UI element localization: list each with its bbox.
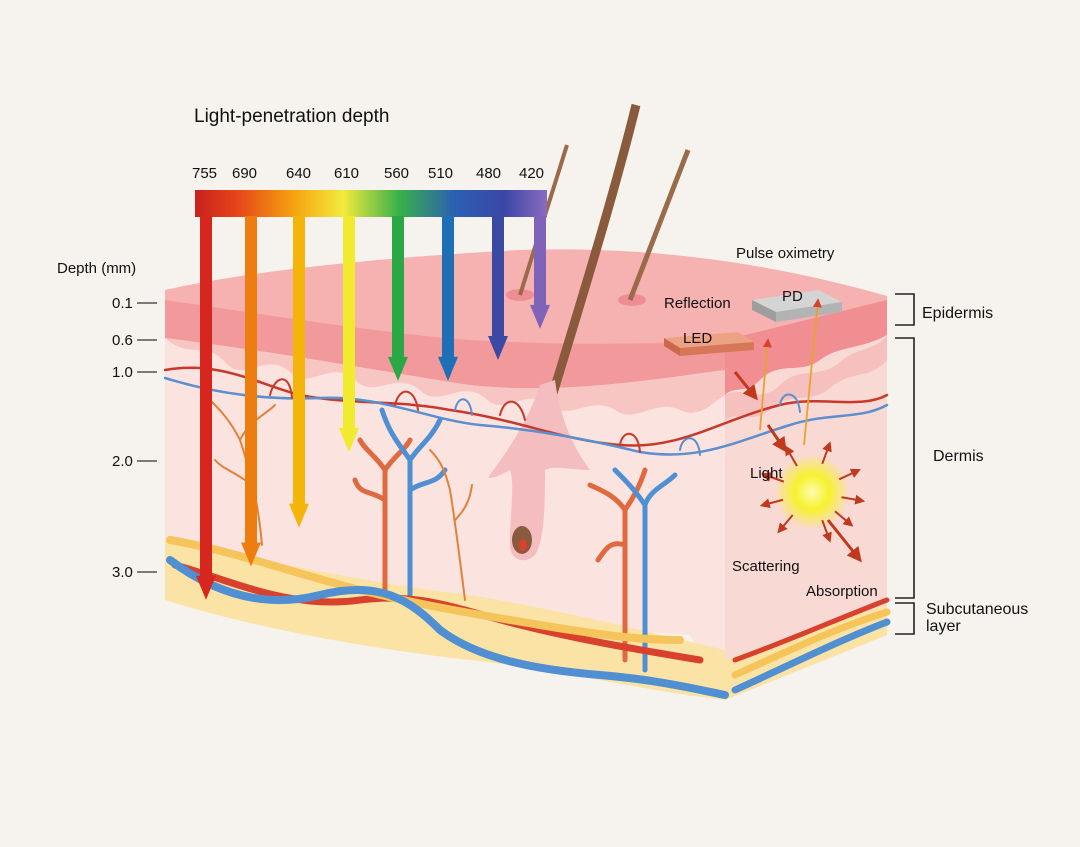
spectrum-bar: [195, 190, 547, 217]
reflected-ray: [803, 298, 822, 446]
penetration-arrowhead-690: [241, 542, 261, 567]
scatter-ray: [761, 472, 785, 483]
penetration-arrowhead-610: [339, 428, 359, 453]
scatter-rays: [759, 441, 866, 543]
scatter-ray: [759, 498, 784, 509]
deep-vein: [166, 556, 729, 699]
subcutaneous-label-2: layer: [926, 618, 961, 635]
scatter-ray: [841, 494, 866, 505]
subcutaneous-label: Subcutaneous: [926, 601, 1028, 618]
scatter-ray: [821, 441, 832, 465]
penetration-arrow-610: [343, 216, 355, 431]
subcutaneous-bracket: [895, 602, 915, 635]
penetration-arrow-690: [245, 216, 257, 545]
scatter-ray: [834, 510, 854, 527]
scattering-label: Scattering: [732, 558, 800, 575]
wavelength-label: 690: [232, 165, 257, 182]
depth-axis-title: Depth (mm): [57, 260, 136, 277]
wavelength-label: 420: [519, 165, 544, 182]
subcutaneous-front: [165, 540, 725, 700]
wavelength-label: 510: [428, 165, 453, 182]
penetration-arrowhead-755: [196, 575, 216, 600]
vein-branch: [612, 467, 678, 673]
dermis-bracket: [895, 337, 915, 599]
penetration-arrow-510: [442, 216, 454, 359]
penetration-arrows: [196, 216, 550, 600]
side-vessels: [731, 608, 891, 679]
penetration-arrowhead-510: [438, 356, 458, 381]
wavelength-label: 610: [334, 165, 359, 182]
artery-branch: [587, 467, 648, 663]
hair-follicle: [488, 380, 590, 561]
depth-tick-label: 0.1: [112, 295, 133, 312]
penetration-arrowhead-420: [530, 304, 550, 329]
penetration-arrow-420: [534, 216, 546, 307]
scatter-ray: [838, 468, 861, 481]
depth-tick-label: 0.6: [112, 332, 133, 349]
dermis-label: Dermis: [933, 448, 984, 465]
wavelength-label: 480: [476, 165, 501, 182]
absorption-label: Absorption: [806, 583, 878, 600]
epidermis-label: Epidermis: [922, 305, 993, 322]
led-light-path: [733, 371, 758, 401]
deep-nerve: [166, 536, 684, 644]
penetration-arrow-755: [200, 216, 212, 578]
scatter-ray: [784, 445, 798, 467]
absorption-arrow: [826, 519, 862, 563]
penetration-arrow-480: [492, 216, 504, 338]
scatter-ray: [777, 514, 794, 534]
blood-vessels: [163, 366, 891, 699]
epidermis-bracket: [895, 293, 915, 326]
scatter-ray: [821, 519, 832, 543]
penetration-arrow-560: [392, 216, 404, 359]
spectrum: [195, 190, 550, 600]
inbound-ray: [766, 424, 787, 453]
penetration-arrowhead-560: [388, 356, 408, 381]
pulse-oximetry: Pulse oximetry Reflection PD LED Light S…: [664, 245, 878, 600]
pd-label: PD: [782, 288, 803, 305]
wavelength-label: 755: [192, 165, 217, 182]
penetration-arrow-640: [293, 216, 305, 506]
pulse-oximetry-title: Pulse oximetry: [736, 245, 835, 262]
depth-tick-label: 2.0: [112, 453, 133, 470]
photodiode: PD: [752, 288, 842, 322]
scattering-center: [774, 454, 850, 530]
led-label: LED: [683, 330, 712, 347]
diagram-title: Light-penetration depth: [194, 106, 389, 127]
hair-shaft: [627, 149, 691, 301]
light-label: Light: [750, 465, 783, 482]
reflected-ray: [759, 338, 772, 431]
led: LED: [664, 330, 754, 356]
artery-branch: [352, 437, 413, 593]
wavelength-label: 560: [384, 165, 409, 182]
vein-branch: [379, 407, 448, 603]
wavelength-label: 640: [286, 165, 311, 182]
depth-tick-label: 1.0: [112, 364, 133, 381]
nerve-branch: [429, 449, 473, 601]
epidermis-dermis-boundary: [165, 338, 725, 415]
reflection-label: Reflection: [664, 295, 731, 312]
depth-tick-label: 3.0: [112, 564, 133, 581]
dermal-papilla: [519, 539, 527, 551]
penetration-arrowhead-480: [488, 336, 508, 360]
wavelength-labels: 755 690 640 610 560 510 480 420: [192, 165, 544, 182]
depth-axis: Depth (mm) 0.1 0.6 1.0 2.0 3.0: [57, 260, 157, 581]
nerve-branch: [209, 399, 276, 546]
penetration-arrowhead-640: [289, 503, 309, 528]
layer-brackets: [895, 293, 915, 635]
side-papillae: [725, 335, 887, 420]
